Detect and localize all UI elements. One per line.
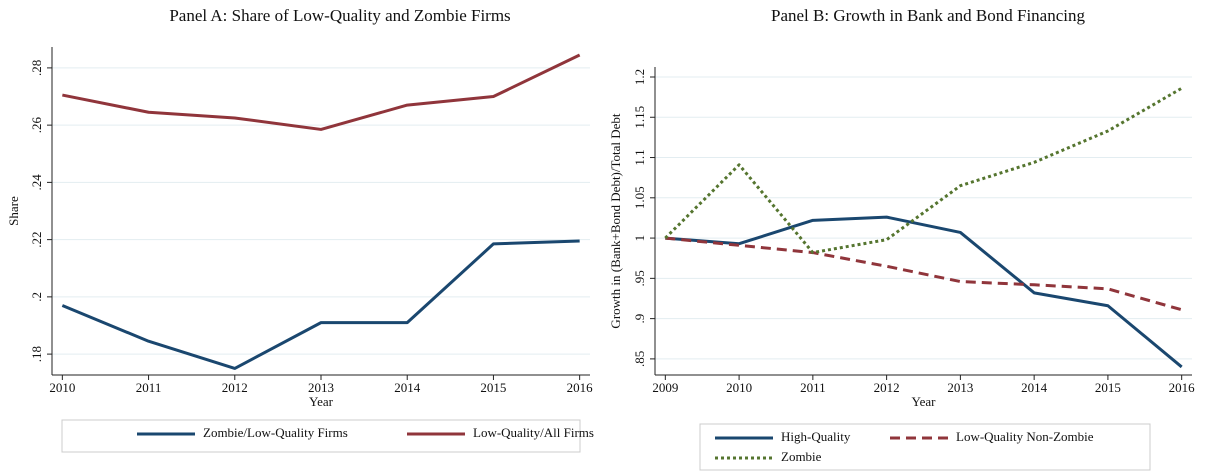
x-tick-label: 2014 <box>1021 380 1048 395</box>
x-tick-label: 2012 <box>874 380 900 395</box>
legend-label: Low-Quality/All Firms <box>473 425 594 440</box>
y-axis-label: Share <box>6 196 21 226</box>
y-tick-label: .22 <box>29 231 44 247</box>
chart-title: Panel B: Growth in Bank and Bond Financi… <box>771 6 1086 25</box>
series-line <box>61 239 580 370</box>
y-tick-label: 1.05 <box>632 186 647 209</box>
chart-title: Panel A: Share of Low-Quality and Zombie… <box>169 6 510 25</box>
x-axis-label: Year <box>912 394 937 409</box>
legend-label: Low-Quality Non-Zombie <box>956 429 1094 444</box>
x-tick-label: 2016 <box>567 380 594 395</box>
x-tick-label: 2010 <box>49 380 75 395</box>
legend-label: Zombie <box>781 449 822 464</box>
legend-box <box>61 419 581 453</box>
x-tick-label: 2015 <box>1095 380 1121 395</box>
x-tick-label: 2011 <box>136 380 162 395</box>
y-tick-label: .85 <box>632 351 647 367</box>
x-tick-label: 2015 <box>480 380 506 395</box>
y-tick-label: 1.1 <box>632 149 647 165</box>
series-line <box>664 86 1183 255</box>
y-tick-label: .95 <box>632 270 647 286</box>
y-axis-label: Growth in (Bank+Bond Debt)/Total Debt <box>608 113 623 328</box>
x-tick-label: 2014 <box>394 380 421 395</box>
y-tick-label: .24 <box>29 174 44 191</box>
legend-label: High-Quality <box>781 429 851 444</box>
series-line <box>62 53 581 131</box>
x-tick-label: 2012 <box>222 380 248 395</box>
y-tick-label: 1.2 <box>632 69 647 85</box>
series-line <box>665 215 1183 369</box>
x-tick-label: 2010 <box>726 380 752 395</box>
y-tick-label: .28 <box>29 60 44 76</box>
y-tick-label: 1.15 <box>632 106 647 129</box>
y-tick-label: 1 <box>632 235 647 242</box>
legend-box <box>699 423 1151 471</box>
legend-label: Zombie/Low-Quality Firms <box>203 425 348 440</box>
series-line <box>665 236 1183 312</box>
x-tick-label: 2013 <box>947 380 973 395</box>
x-tick-label: 2009 <box>652 380 678 395</box>
y-tick-label: .2 <box>29 292 44 302</box>
y-tick-label: .9 <box>632 314 647 324</box>
x-tick-label: 2016 <box>1169 380 1196 395</box>
y-tick-label: .18 <box>29 346 44 362</box>
x-tick-label: 2013 <box>308 380 334 395</box>
x-tick-label: 2011 <box>800 380 826 395</box>
y-tick-label: .26 <box>29 117 44 134</box>
x-axis-label: Year <box>309 394 334 409</box>
